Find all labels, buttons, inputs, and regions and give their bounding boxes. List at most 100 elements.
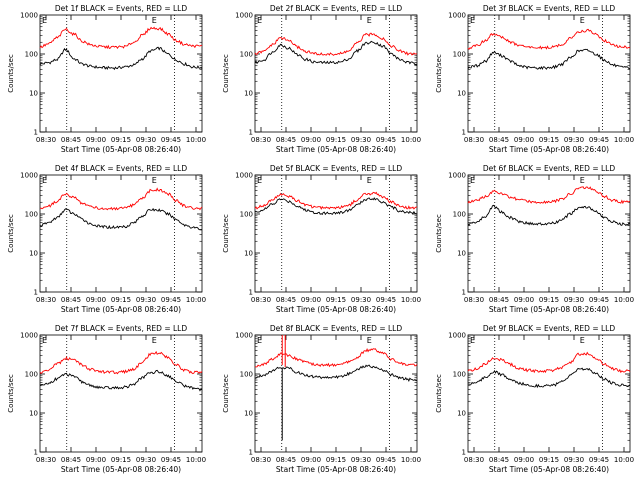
panel-title: Det 3f BLACK = Events, RED = LLD [483, 4, 616, 13]
x-tick-label: 09:45 [376, 296, 396, 304]
y-tick-label: 100 [25, 51, 38, 59]
y-tick-label: 1000 [235, 332, 253, 340]
y-tick-label: 100 [240, 211, 253, 219]
y-tick-label: 1000 [235, 12, 253, 20]
corner-label: E [257, 336, 262, 345]
x-tick-label: 10:00 [401, 296, 421, 304]
x-tick-label: 09:45 [589, 136, 609, 144]
events-series-line [254, 364, 418, 382]
x-tick-label: 09:00 [301, 136, 321, 144]
events-series-line [467, 367, 631, 389]
chart-panel: Det 9f BLACK = Events, RED = LLD E E 1 10 100… [435, 324, 634, 474]
corner-label: E [470, 176, 475, 185]
x-tick-label: 09:15 [539, 456, 559, 464]
corner-label: E [580, 16, 585, 25]
x-tick-label: 09:30 [351, 136, 371, 144]
y-axis-label: Counts/sec [7, 374, 15, 413]
y-tick-label: 1000 [20, 332, 38, 340]
lld-series-line [254, 32, 418, 56]
x-tick-label: 09:00 [301, 296, 321, 304]
y-tick-label: 10 [457, 90, 466, 98]
y-tick-label: 10 [457, 250, 466, 258]
plot-frame [39, 334, 203, 453]
x-tick-label: 09:15 [539, 136, 559, 144]
y-tick-label: 1000 [20, 172, 38, 180]
x-tick-label: 09:30 [136, 456, 156, 464]
y-tick-label: 10 [244, 410, 253, 418]
corner-label: E [470, 16, 475, 25]
x-tick-label: 09:15 [111, 296, 131, 304]
x-tick-label: 10:00 [614, 136, 634, 144]
x-tick-label: 08:45 [61, 296, 81, 304]
events-series-line [39, 369, 203, 392]
x-tick-label: 09:00 [86, 456, 106, 464]
x-tick-label: 09:00 [514, 136, 534, 144]
y-tick-label: 1 [249, 289, 253, 297]
y-tick-label: 1 [249, 449, 253, 457]
y-tick-label: 1000 [448, 332, 466, 340]
chart-panel: Det 6f BLACK = Events, RED = LLD E E 1 10 100… [435, 164, 634, 314]
y-axis-label: Counts/sec [7, 214, 15, 253]
x-tick-label: 10:00 [614, 456, 634, 464]
x-tick-label: 09:15 [326, 456, 346, 464]
y-tick-label: 100 [453, 211, 466, 219]
x-tick-label: 10:00 [186, 456, 206, 464]
x-axis-label: Start Time (05-Apr-08 08:26:40) [489, 145, 609, 154]
x-tick-label: 08:45 [276, 456, 296, 464]
lld-series-line [39, 350, 203, 375]
corner-label: E [42, 16, 47, 25]
y-tick-label: 1 [34, 289, 38, 297]
y-tick-label: 100 [240, 371, 253, 379]
y-tick-label: 10 [29, 410, 38, 418]
x-tick-label: 09:15 [539, 296, 559, 304]
y-tick-label: 100 [240, 51, 253, 59]
y-tick-label: 1 [462, 129, 466, 137]
x-tick-label: 08:45 [489, 296, 509, 304]
x-tick-label: 09:30 [564, 136, 584, 144]
y-axis-label: Counts/sec [7, 54, 15, 93]
corner-label: E [367, 16, 372, 25]
y-tick-label: 1 [34, 129, 38, 137]
chart-panel: Det 4f BLACK = Events, RED = LLD E E 1 10 100… [7, 164, 206, 314]
plot-frame [467, 334, 631, 453]
chart-panel: Det 3f BLACK = Events, RED = LLD E E 1 10 100… [435, 4, 634, 154]
y-tick-label: 10 [244, 250, 253, 258]
y-tick-label: 10 [29, 90, 38, 98]
lld-series-line [467, 351, 631, 374]
x-tick-label: 09:30 [564, 456, 584, 464]
x-tick-label: 09:45 [161, 456, 181, 464]
x-tick-label: 08:30 [251, 296, 271, 304]
x-tick-label: 08:45 [489, 456, 509, 464]
x-tick-label: 09:15 [326, 296, 346, 304]
x-axis-label: Start Time (05-Apr-08 08:26:40) [276, 465, 396, 474]
y-axis-label: Counts/sec [222, 214, 230, 253]
x-tick-label: 09:30 [564, 296, 584, 304]
corner-label: E [470, 336, 475, 345]
y-axis-label: Counts/sec [435, 214, 443, 253]
events-series-line [467, 204, 631, 227]
x-axis-label: Start Time (05-Apr-08 08:26:40) [61, 305, 181, 314]
x-tick-label: 08:45 [489, 136, 509, 144]
panel-title: Det 1f BLACK = Events, RED = LLD [55, 4, 188, 13]
x-tick-label: 09:45 [161, 136, 181, 144]
plot-frame [254, 14, 418, 133]
corner-label: E [580, 336, 585, 345]
chart-panel: Det 5f BLACK = Events, RED = LLD E E 1 10 100… [222, 164, 421, 314]
corner-label: E [580, 176, 585, 185]
x-tick-label: 08:30 [464, 296, 484, 304]
chart-panel: Det 1f BLACK = Events, RED = LLD E E 1 10 100… [7, 4, 206, 154]
plot-frame [39, 174, 203, 293]
x-tick-label: 10:00 [401, 136, 421, 144]
y-axis-label: Counts/sec [222, 374, 230, 413]
panel-title: Det 7f BLACK = Events, RED = LLD [55, 324, 188, 333]
x-tick-label: 08:30 [464, 456, 484, 464]
y-tick-label: 1000 [235, 172, 253, 180]
x-tick-label: 08:45 [276, 136, 296, 144]
events-series-line [39, 207, 203, 231]
y-tick-label: 1 [462, 289, 466, 297]
x-tick-label: 10:00 [401, 456, 421, 464]
panel-title: Det 6f BLACK = Events, RED = LLD [483, 164, 616, 173]
corner-label: E [152, 176, 157, 185]
x-tick-label: 09:30 [351, 296, 371, 304]
panel-title: Det 4f BLACK = Events, RED = LLD [55, 164, 188, 173]
